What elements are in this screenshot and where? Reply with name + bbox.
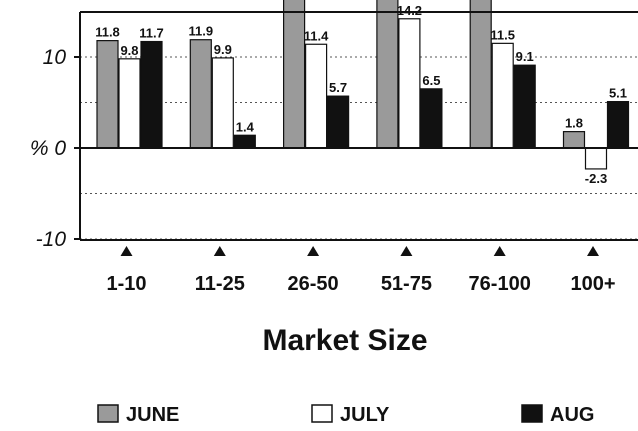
y-tick-label: % 0 (30, 137, 67, 160)
bar-july-51-75 (398, 18, 421, 149)
x-axis-label: Market Size (262, 324, 427, 357)
x-tick-label: 1-10 (106, 273, 146, 295)
x-tick-label: 51-75 (381, 273, 432, 295)
legend-swatch-july (311, 404, 333, 423)
legend-swatch-june (97, 404, 119, 423)
legend-label-aug: AUG (550, 404, 594, 426)
x-tick-label: 76-100 (469, 273, 531, 295)
bar-aug-11-25 (233, 134, 256, 149)
bar-june-1-10 (96, 40, 119, 149)
bar-july-26-50 (305, 43, 328, 149)
data-label: 6.5 (422, 73, 440, 88)
bar-july-1-10 (118, 58, 141, 149)
bar-june-100+ (562, 131, 586, 149)
data-label: -2.3 (585, 171, 607, 186)
bar-july-100+ (584, 147, 608, 170)
data-label: 14.2 (397, 3, 422, 18)
data-label: 1.4 (236, 119, 255, 134)
x-tick-marker (587, 246, 599, 256)
data-label: 5.7 (329, 80, 347, 95)
legend-label-july: JULY (340, 404, 390, 426)
x-tick-marker (213, 246, 226, 256)
legend-label-june: JUNE (126, 404, 179, 426)
data-label: 9.9 (214, 42, 232, 57)
bar-june-51-75 (376, 0, 399, 149)
bar-aug-100+ (606, 100, 630, 149)
x-tick-marker (493, 246, 506, 256)
data-label: 5.1 (609, 86, 627, 101)
x-tick-marker (120, 246, 133, 256)
x-tick-label: 11-25 (195, 273, 245, 295)
x-tick-marker (307, 246, 320, 256)
bars (96, 0, 630, 170)
data-label: 9.1 (516, 49, 534, 64)
x-tick-label: 100+ (570, 273, 615, 295)
data-label: 11.8 (95, 25, 120, 40)
bar-aug-51-75 (420, 88, 443, 149)
bar-aug-26-50 (327, 95, 350, 149)
bar-july-76-100 (491, 42, 514, 149)
data-labels: 11.811.921.219.519.71.89.89.911.414.211.… (95, 3, 627, 186)
data-label: 11.5 (490, 27, 515, 42)
y-tick-label: 10 (43, 46, 67, 69)
bar-june-76-100 (469, 0, 492, 149)
bar-july-11-25 (211, 57, 234, 149)
bar-june-26-50 (283, 0, 306, 149)
legend-swatch-aug (521, 404, 543, 423)
x-ticks: 1-10 11-25 26-50 51-75 76-100 100+ (106, 246, 616, 295)
bar-aug-76-100 (513, 64, 536, 149)
legend: JUNE JULY AUG (97, 404, 594, 426)
bar-june-11-25 (189, 39, 212, 149)
x-tick-marker (400, 246, 413, 256)
axes (79, 11, 638, 241)
data-label: 11.9 (189, 24, 214, 39)
y-tick-label: -10 (36, 228, 67, 251)
data-label: 1.8 (565, 116, 583, 131)
y-ticks: 2010% 0-10 (30, 46, 80, 251)
x-tick-label: 26-50 (288, 273, 339, 295)
data-label: 11.4 (304, 28, 329, 43)
data-label: 9.8 (120, 43, 138, 58)
data-label: 11.7 (139, 26, 164, 41)
bar-aug-1-10 (140, 40, 163, 149)
